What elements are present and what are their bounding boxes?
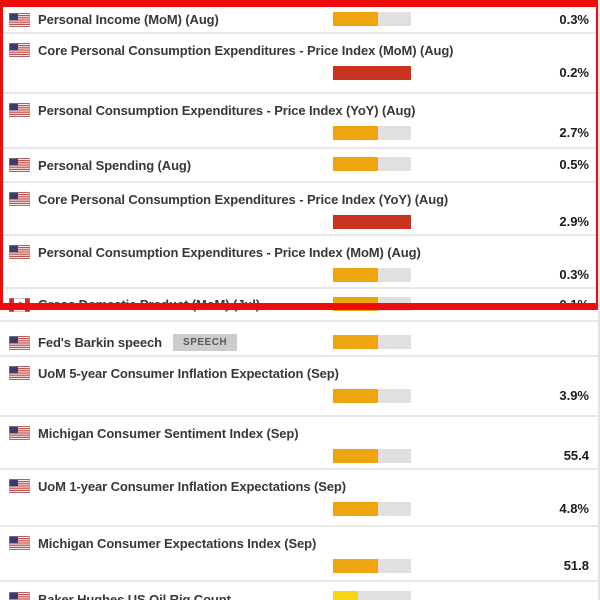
event-title: Fed's Barkin speech [38,335,163,350]
event-value: 2.7% [559,125,589,140]
impact-bar [333,126,411,140]
impact-bar-fill [333,215,411,229]
impact-bar [333,449,411,463]
impact-bar [333,502,411,516]
event-value: 3.9% [559,388,589,403]
us-flag-icon [9,12,30,27]
event-value: 0.3% [559,11,589,27]
us-flag-icon [9,536,30,550]
us-flag-icon [9,103,30,117]
event-row[interactable]: UoM 1-year Consumer Inflation Expectatio… [0,475,598,527]
event-value: 0.5% [559,157,589,172]
event-value: 55.4 [563,448,589,463]
impact-bar-fill [333,502,379,516]
impact-bar [333,296,411,311]
event-row[interactable]: Personal Consumption Expenditures - Pric… [0,241,598,289]
event-row[interactable]: Baker Hughes US Oil Rig Count [0,582,598,600]
event-row[interactable]: Personal Spending (Aug) 0.5% [0,149,598,183]
event-title: UoM 1-year Consumer Inflation Expectatio… [38,478,346,494]
event-value: 2.9% [559,214,589,229]
highlight-box-bottom-border [0,322,598,330]
impact-bar-fill [333,389,379,403]
impact-bar [333,334,411,349]
impact-bar [333,389,411,403]
event-row[interactable]: Gross Domestic Product (MoM) (Jul) 0.1% [0,289,598,322]
event-row[interactable]: Personal Income (MoM) (Aug) 0.3% [0,7,598,34]
event-title: Baker Hughes US Oil Rig Count [38,591,231,600]
event-row[interactable]: UoM 5-year Consumer Inflation Expectatio… [0,362,598,417]
event-title: Personal Consumption Expenditures - Pric… [38,102,416,118]
impact-bar-fill [333,559,379,573]
impact-bar [333,268,411,282]
impact-bar-fill [333,11,379,26]
speech-badge: SPEECH [173,334,238,351]
impact-bar-fill [333,334,379,349]
us-flag-icon [9,192,30,206]
impact-bar [333,591,411,600]
canada-flag-icon [9,297,30,312]
us-flag-icon [9,426,30,440]
event-title: UoM 5-year Consumer Inflation Expectatio… [38,365,339,381]
event-row[interactable]: Personal Consumption Expenditures - Pric… [0,99,598,149]
event-title: Gross Domestic Product (MoM) (Jul) [38,297,260,312]
event-row[interactable]: Fed's Barkin speech SPEECH [0,330,598,357]
event-title: Core Personal Consumption Expenditures -… [38,191,449,207]
us-flag-icon [9,158,30,172]
event-value: 0.2% [559,65,589,80]
impact-bar-fill [333,126,379,140]
us-flag-icon [9,43,30,57]
impact-bar [333,11,411,26]
event-row[interactable]: Core Personal Consumption Expenditures -… [0,188,598,236]
event-title: Personal Income (MoM) (Aug) [38,12,219,27]
event-row[interactable]: Core Personal Consumption Expenditures -… [0,39,598,94]
event-value: 0.1% [559,296,589,312]
us-flag-icon [9,245,30,259]
event-value: 51.8 [563,558,589,573]
event-title: Core Personal Consumption Expenditures -… [38,42,454,58]
us-flag-icon [9,592,30,600]
impact-bar-fill [333,591,358,600]
us-flag-icon [9,366,30,380]
event-value: 4.8% [559,501,589,516]
impact-bar [333,66,411,80]
event-row[interactable]: Michigan Consumer Sentiment Index (Sep) … [0,422,598,470]
event-row[interactable]: Michigan Consumer Expectations Index (Se… [0,532,598,582]
impact-bar [333,559,411,573]
impact-bar [333,215,411,229]
event-title: Personal Spending (Aug) [38,157,191,173]
event-title: Michigan Consumer Expectations Index (Se… [38,535,317,551]
event-title: Michigan Consumer Sentiment Index (Sep) [38,425,299,441]
impact-bar-fill [333,157,379,171]
impact-bar-fill [333,66,411,80]
impact-bar-fill [333,296,379,311]
us-flag-icon [9,479,30,493]
event-title: Personal Consumption Expenditures - Pric… [38,244,421,260]
us-flag-icon [9,335,30,350]
impact-bar [333,157,411,171]
event-value: 0.3% [559,267,589,282]
impact-bar-fill [333,449,379,463]
impact-bar-fill [333,268,379,282]
